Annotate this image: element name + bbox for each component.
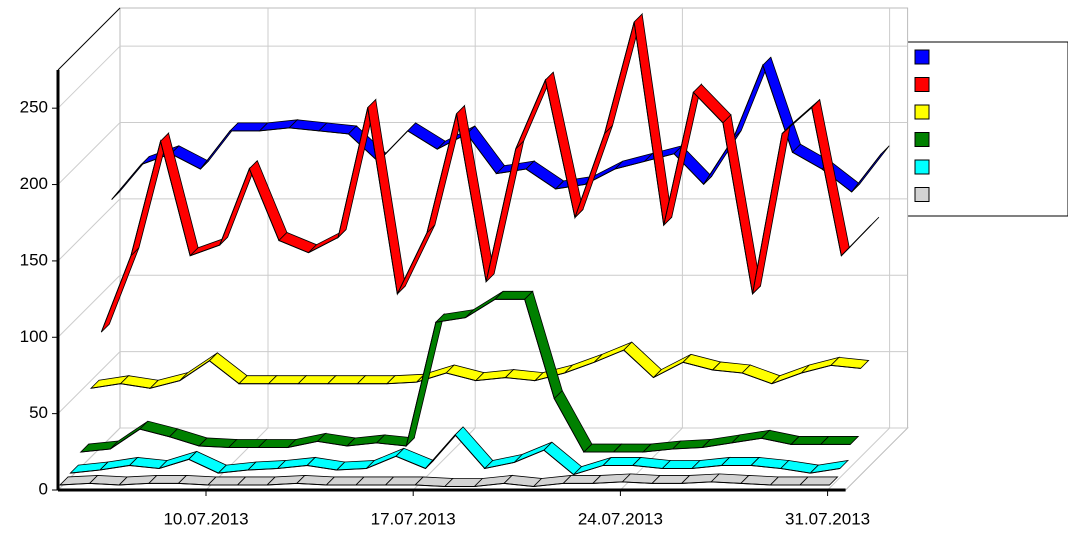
legend-swatch — [914, 159, 930, 175]
series-line — [80, 298, 851, 453]
grid-line — [57, 198, 121, 262]
legend-swatch — [914, 49, 930, 65]
series-line — [100, 21, 872, 333]
series-line — [59, 481, 830, 487]
x-tick-label: 17.07.2013 — [371, 509, 456, 528]
y-axis-top — [57, 7, 121, 71]
legend-swatch — [914, 187, 930, 202]
series-line — [70, 434, 841, 476]
grid-line — [57, 351, 121, 414]
legend-swatch — [914, 77, 930, 92]
legend-swatch — [914, 132, 930, 147]
grid-line — [57, 274, 121, 338]
y-tick-label: 0 — [39, 479, 48, 498]
y-tick-label: 250 — [20, 98, 48, 117]
grid-line — [57, 122, 121, 185]
legend — [902, 41, 1068, 217]
series-line — [90, 349, 861, 389]
grid-line — [827, 427, 890, 491]
grid-line — [57, 45, 121, 109]
y-tick-label: 50 — [29, 403, 48, 422]
y-tick-label: 100 — [20, 327, 48, 346]
series-line — [111, 63, 882, 200]
legend-swatch — [914, 104, 930, 120]
x-tick-label: 24.07.2013 — [578, 509, 663, 528]
back-wall — [119, 7, 909, 429]
y-tick-label: 200 — [20, 174, 48, 193]
x-tick-label: 10.07.2013 — [163, 509, 248, 528]
y-tick-label: 150 — [20, 250, 48, 269]
x-tick-label: 31.07.2013 — [785, 509, 870, 528]
